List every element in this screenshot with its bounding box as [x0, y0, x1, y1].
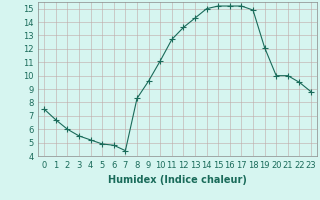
X-axis label: Humidex (Indice chaleur): Humidex (Indice chaleur) [108, 175, 247, 185]
